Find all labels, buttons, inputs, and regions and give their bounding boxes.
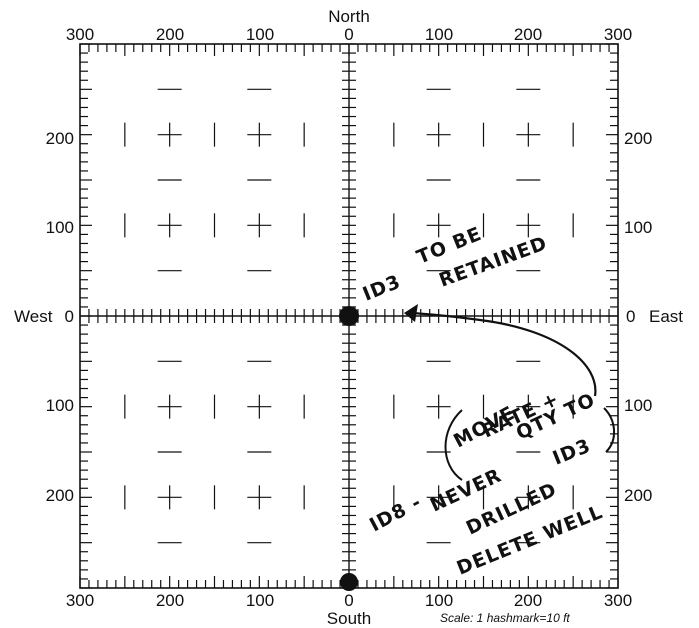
south-label: South: [327, 609, 371, 628]
left-tick-label: 0: [65, 307, 74, 326]
arrow-head: [404, 304, 418, 322]
move-arrow: [410, 313, 595, 396]
bottom-tick-label: 300: [66, 591, 94, 610]
top-tick-label: 0: [344, 25, 353, 44]
right-tick-label: 200: [624, 129, 652, 148]
top-tick-label: 200: [156, 25, 184, 44]
top-tick-label: 100: [246, 25, 274, 44]
left-tick-label: 200: [46, 129, 74, 148]
bottom-tick-label: 100: [246, 591, 274, 610]
bottom-tick-label: 200: [156, 591, 184, 610]
north-label: North: [328, 7, 370, 26]
left-tick-label: 200: [46, 486, 74, 505]
left-tick-label: 100: [46, 396, 74, 415]
top-tick-label: 300: [604, 25, 632, 44]
left-tick-label: 100: [46, 218, 74, 237]
note-id3: ID3: [360, 271, 404, 306]
bottom-tick-label: 300: [604, 591, 632, 610]
right-tick-label: 100: [624, 218, 652, 237]
top-tick-label: 200: [514, 25, 542, 44]
well-id8-marker: [340, 573, 358, 591]
handwritten-annotations: ID3 TO BE RETAINED MOVE RATE + QTY TO ID…: [360, 223, 614, 580]
west-label: West: [14, 307, 53, 326]
well-id3-marker: [339, 306, 359, 326]
right-tick-label: 200: [624, 486, 652, 505]
right-tick-label: 0: [626, 307, 635, 326]
note-id3-target: ID3: [550, 435, 594, 470]
bottom-tick-label: 200: [514, 591, 542, 610]
top-tick-labels: 300 200 100 0 100 200 300: [66, 25, 632, 44]
scale-note: Scale: 1 hashmark=10 ft: [440, 611, 570, 625]
east-label: East: [649, 307, 683, 326]
bottom-tick-label: 100: [425, 591, 453, 610]
right-tick-label: 100: [624, 396, 652, 415]
bottom-tick-label: 0: [344, 591, 353, 610]
top-tick-label: 100: [425, 25, 453, 44]
bottom-tick-labels: 300 200 100 0 100 200 300: [66, 591, 632, 610]
note-bracket-right: [604, 408, 614, 452]
note-id8: ID8 -: [366, 491, 425, 537]
top-tick-label: 300: [66, 25, 94, 44]
